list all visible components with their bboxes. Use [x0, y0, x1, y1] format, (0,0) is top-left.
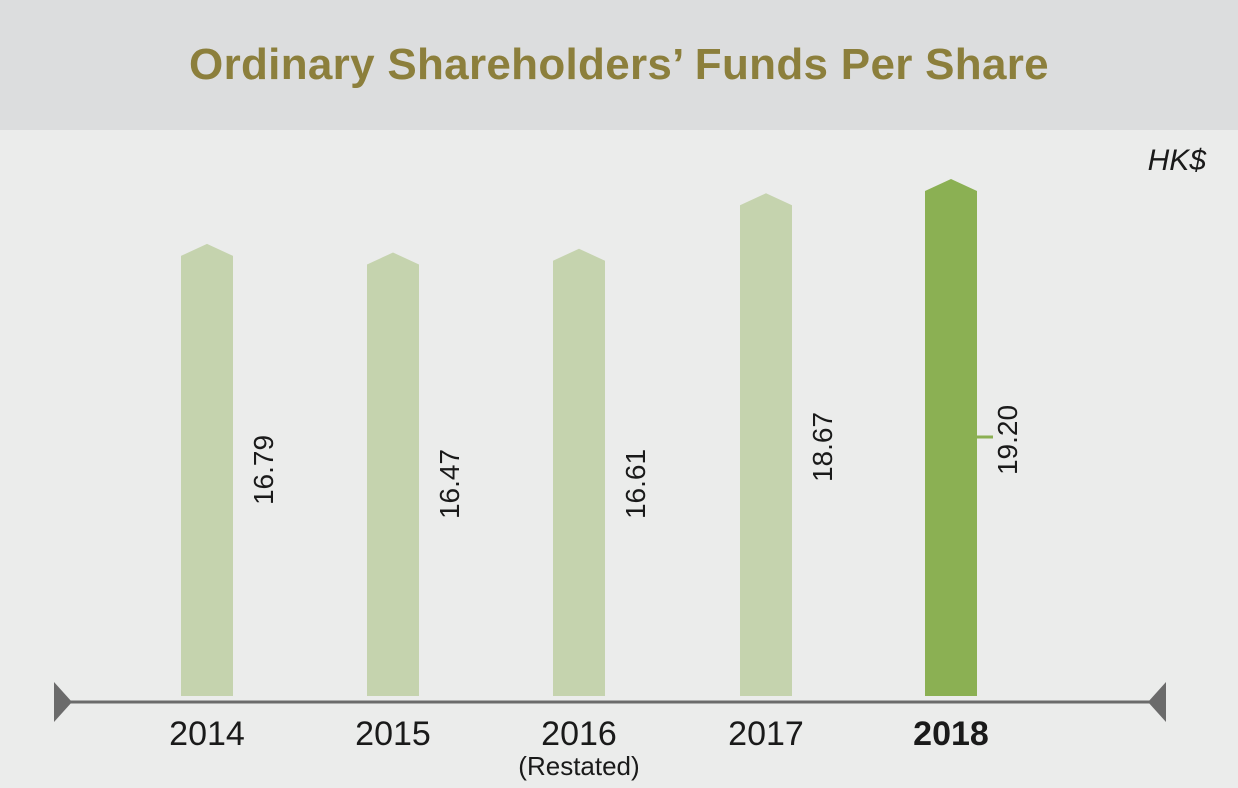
- category-label-2014: 2014: [169, 715, 245, 753]
- category-label-2016: 2016: [541, 715, 617, 753]
- bars-group: [181, 179, 993, 697]
- chart-header: Ordinary Shareholders’ Funds Per Share: [0, 0, 1238, 130]
- chart-title: Ordinary Shareholders’ Funds Per Share: [189, 40, 1049, 89]
- bar-2015: [367, 252, 419, 697]
- axis-left-arrow-icon: [54, 682, 72, 722]
- bar-2014: [181, 243, 233, 696]
- value-label-2017: 18.67: [807, 412, 838, 482]
- bar-2016: [553, 248, 605, 696]
- category-label-2018: 2018: [913, 715, 989, 753]
- value-label-2014: 16.79: [248, 435, 279, 505]
- category-note-2016: (Restated): [518, 751, 639, 781]
- bar-2017: [740, 193, 792, 696]
- axis-right-arrow-icon: [1148, 682, 1166, 722]
- x-axis-group: [54, 682, 1166, 722]
- value-label-2015: 16.47: [434, 449, 465, 519]
- category-label-2017: 2017: [728, 715, 804, 753]
- bar-2018: [925, 179, 977, 696]
- value-label-2018: 19.20: [992, 405, 1023, 475]
- unit-label: HK$: [1147, 144, 1206, 177]
- value-label-2016: 16.61: [620, 449, 651, 519]
- labels-group: 16.79 2014 16.47 2015 16.61 2016(Restated) 18.…: [169, 405, 1023, 781]
- category-label-2015: 2015: [355, 715, 431, 753]
